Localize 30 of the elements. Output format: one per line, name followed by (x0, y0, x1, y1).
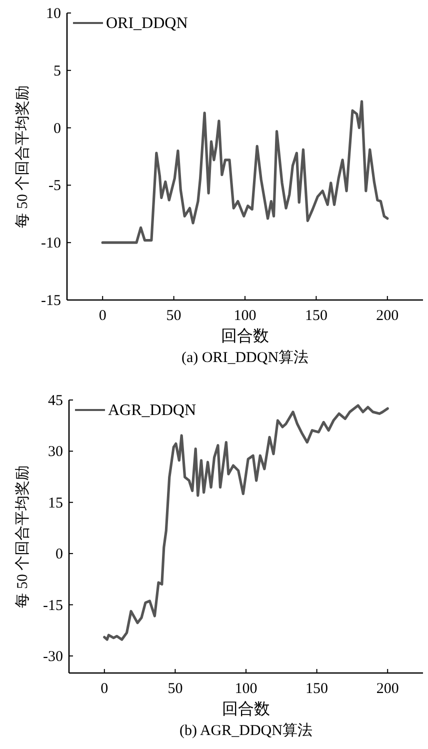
y-tick-label: 0 (54, 120, 61, 137)
x-tick-label: 100 (234, 681, 258, 697)
legend-label: AGR_DDQN (108, 402, 196, 419)
y-tick-label: -15 (41, 293, 61, 309)
y-tick-label: -10 (41, 236, 61, 252)
y-tick-label: 30 (48, 444, 63, 460)
y-tick-label: 10 (46, 6, 61, 22)
y-tick-label: -5 (48, 178, 61, 194)
legend-label: ORI_DDQN (106, 15, 188, 32)
x-tick-label: 200 (376, 308, 399, 324)
y-tick-label: 0 (56, 546, 63, 563)
x-tick-label: 150 (306, 681, 328, 697)
x-tick-label: 50 (168, 681, 183, 697)
x-tick-label: 100 (234, 308, 256, 324)
x-tick-label: 0 (98, 308, 106, 324)
text: (a) ORI_DDQN算法 (181, 349, 309, 366)
x-axis-title: 回合数 (221, 327, 269, 345)
x-tick-label: 200 (376, 681, 399, 697)
text: (b) AGR_DDQN算法 (180, 722, 312, 739)
y-tick-label: -15 (43, 598, 63, 614)
y-tick-label: 45 (48, 393, 63, 409)
y-axis-title: 每 50 个回合平均奖励 (14, 85, 31, 228)
y-tick-label: -30 (43, 648, 63, 665)
y-tick-label: 15 (48, 495, 63, 512)
y-tick-label: 5 (54, 63, 61, 80)
x-axis-title: 回合数 (222, 700, 270, 718)
y-axis-title: 每 50 个回合平均奖励 (14, 465, 31, 608)
x-tick-label: 0 (100, 681, 108, 697)
x-tick-label: 50 (166, 308, 182, 324)
x-tick-label: 150 (304, 308, 328, 324)
